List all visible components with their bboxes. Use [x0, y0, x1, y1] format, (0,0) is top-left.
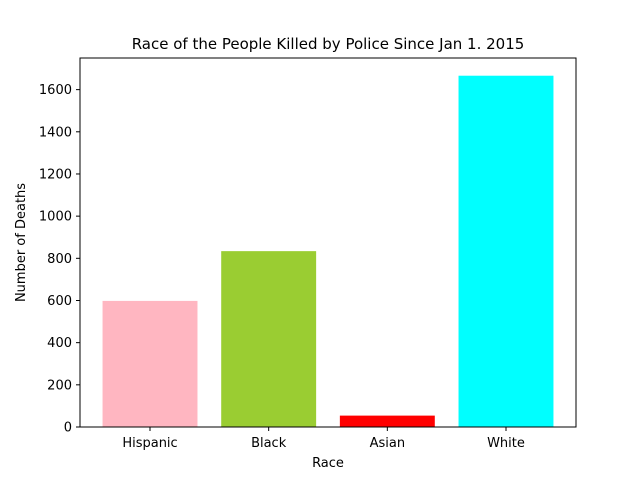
- chart-title: Race of the People Killed by Police Sinc…: [132, 35, 525, 53]
- y-axis-ticks: 0 200 400 600 800 1000 1200 1400 1600: [39, 83, 80, 436]
- x-axis-label: Race: [312, 456, 344, 471]
- y-tick-label-0: 0: [64, 421, 72, 436]
- y-tick-label-1400: 1400: [39, 125, 72, 140]
- bar-black: [221, 251, 317, 427]
- y-tick-label-1200: 1200: [39, 167, 72, 182]
- bar-white: [458, 75, 554, 427]
- bar-asian: [339, 415, 435, 427]
- plot-frame: [79, 57, 577, 428]
- y-tick-label-1000: 1000: [39, 210, 72, 225]
- bar-hispanic: [102, 300, 198, 427]
- x-tick-label-black: Black: [251, 436, 287, 451]
- x-tick-label-hispanic: Hispanic: [122, 436, 177, 451]
- y-tick-label-200: 200: [47, 378, 72, 393]
- y-tick-label-600: 600: [47, 294, 72, 309]
- y-tick-label-1600: 1600: [39, 83, 72, 98]
- y-axis-label: Number of Deaths: [14, 183, 29, 302]
- x-tick-label-asian: Asian: [370, 436, 405, 451]
- x-axis-ticks: Hispanic Black Asian White: [122, 427, 525, 451]
- x-tick-label-white: White: [487, 436, 525, 451]
- y-tick-label-800: 800: [47, 252, 72, 267]
- bar-group: [102, 75, 554, 427]
- y-tick-label-400: 400: [47, 336, 72, 351]
